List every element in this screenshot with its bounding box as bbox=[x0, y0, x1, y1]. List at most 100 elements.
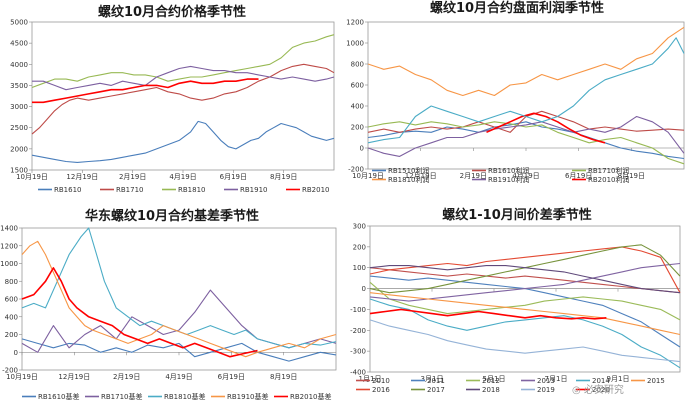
series-line bbox=[369, 298, 681, 369]
legend-label: RB1610基差 bbox=[38, 392, 79, 401]
legend-label: RB1810利润 bbox=[388, 175, 429, 184]
y-tick-label: 5000 bbox=[10, 19, 28, 27]
legend-label: 2014 bbox=[592, 377, 610, 385]
series-line bbox=[367, 121, 685, 165]
y-tick-label: 200 bbox=[5, 331, 18, 339]
y-tick-label: -200 bbox=[350, 327, 366, 335]
x-tick-label: 2月19日 bbox=[113, 373, 140, 381]
x-tick-label: 10月19日 bbox=[6, 373, 38, 381]
y-tick-label: 600 bbox=[351, 82, 364, 90]
series-line bbox=[32, 78, 259, 104]
x-tick-label: 3月1日 bbox=[421, 375, 444, 383]
x-tick-label: 8月19日 bbox=[270, 373, 297, 381]
legend-label: RB2010基差 bbox=[290, 392, 331, 401]
y-tick-label: -100 bbox=[350, 306, 366, 314]
series-line bbox=[369, 262, 681, 302]
y-tick-label: 400 bbox=[5, 313, 18, 321]
series-line bbox=[367, 37, 685, 144]
chart-title: 螺纹1-10月间价差季节性 bbox=[442, 207, 592, 223]
y-tick-label: 1500 bbox=[10, 167, 28, 175]
y-tick-label: 2500 bbox=[10, 124, 28, 132]
watermark-text: 必安研究 bbox=[583, 385, 624, 396]
series-line bbox=[31, 63, 335, 135]
legend-label: RB1610利润 bbox=[488, 166, 529, 175]
y-tick-label: 400 bbox=[351, 103, 364, 111]
plot-frame bbox=[367, 21, 685, 170]
y-tick-label: -300 bbox=[350, 348, 366, 356]
x-tick-label: 1月1日 bbox=[359, 375, 382, 383]
series-line bbox=[21, 240, 337, 358]
series-line bbox=[367, 121, 685, 160]
y-tick-label: -200 bbox=[348, 166, 364, 174]
legend-label: RB1710 bbox=[116, 186, 143, 194]
y-tick-label: 2000 bbox=[10, 145, 28, 153]
y-tick-label: 1000 bbox=[0, 260, 18, 268]
legend-label: RB1710基差 bbox=[101, 392, 142, 401]
y-tick-label: 1200 bbox=[0, 242, 18, 250]
chart-title: 螺纹10月合约盘面利润季节性 bbox=[430, 0, 604, 16]
series-line bbox=[369, 246, 681, 293]
x-tick-label: 2月19日 bbox=[460, 172, 487, 180]
x-tick-label: 10月19日 bbox=[16, 173, 48, 181]
legend-label: 2018 bbox=[482, 386, 500, 394]
x-tick-label: 6月19日 bbox=[218, 373, 245, 381]
legend-label: 2010 bbox=[372, 377, 390, 385]
chart-1: 螺纹10月合约价格季节性 1500 2000 2500 3000 3500 4000 4500… bbox=[10, 4, 335, 194]
y-tick-label: 800 bbox=[351, 61, 364, 69]
legend-label: RB1810 bbox=[178, 186, 205, 194]
x-tick-label: 6月19日 bbox=[220, 173, 247, 181]
y-tick-label: -200 bbox=[2, 367, 18, 375]
legend-label: RB1910基差 bbox=[227, 392, 268, 401]
series-line bbox=[369, 244, 681, 294]
y-tick-label: 1200 bbox=[346, 19, 364, 27]
y-tick-label: 3000 bbox=[10, 103, 28, 111]
legend-label: 2020 bbox=[592, 386, 610, 394]
series-line bbox=[367, 26, 685, 97]
x-tick-label: 10月19日 bbox=[352, 172, 384, 180]
series-line bbox=[21, 338, 337, 362]
y-tick-label: 4500 bbox=[10, 40, 28, 48]
chart-title: 螺纹10月合约价格季节性 bbox=[98, 4, 246, 20]
series-line bbox=[369, 281, 681, 321]
x-tick-label: 4月19日 bbox=[169, 173, 196, 181]
x-tick-label: 8月19日 bbox=[270, 173, 297, 181]
legend-label: RB1510利润 bbox=[388, 166, 429, 175]
y-tick-label: 0 bbox=[360, 145, 364, 153]
series-line bbox=[369, 308, 607, 320]
series-line bbox=[32, 65, 335, 91]
series-line bbox=[486, 112, 606, 144]
series-line bbox=[21, 267, 258, 358]
series-line bbox=[369, 265, 681, 294]
x-tick-label: 7月1日 bbox=[545, 375, 568, 383]
legend-label: RB2010 bbox=[302, 186, 329, 194]
y-tick-label: 1000 bbox=[346, 40, 364, 48]
legend-label: 2013 bbox=[537, 377, 555, 385]
series-line bbox=[31, 120, 335, 163]
y-tick-label: 4000 bbox=[10, 61, 28, 69]
chart-3: 华东螺纹10月合约基差季节性 -200 0 200 400 600 800 1000 1200 1… bbox=[0, 208, 337, 401]
legend-label: RB1710利润 bbox=[588, 166, 629, 175]
series-line bbox=[369, 292, 681, 336]
x-tick-label: 12月19日 bbox=[66, 173, 98, 181]
series-line bbox=[369, 319, 681, 363]
chart-title: 华东螺纹10月合约基差季节性 bbox=[85, 208, 259, 224]
y-tick-label: 3500 bbox=[10, 82, 28, 90]
legend-label: 2017 bbox=[427, 386, 445, 394]
y-tick-label: 600 bbox=[5, 296, 18, 304]
series-line bbox=[367, 115, 685, 157]
y-tick-label: 200 bbox=[353, 243, 366, 251]
series-line bbox=[369, 267, 681, 294]
x-tick-label: 4月19日 bbox=[512, 172, 539, 180]
legend-label: 2016 bbox=[372, 386, 390, 394]
y-tick-label: 100 bbox=[353, 264, 366, 272]
legend-label: RB1810基差 bbox=[164, 392, 205, 401]
legend-label: RB1610 bbox=[54, 186, 81, 194]
y-tick-label: 1400 bbox=[0, 225, 18, 233]
y-tick-label: -400 bbox=[350, 369, 366, 377]
legend-label: 2011 bbox=[427, 377, 445, 385]
x-tick-label: 12月19日 bbox=[405, 172, 437, 180]
legend-label: RB1910 bbox=[240, 186, 267, 194]
y-tick-label: 200 bbox=[351, 124, 364, 132]
y-tick-label: 0 bbox=[362, 285, 366, 293]
